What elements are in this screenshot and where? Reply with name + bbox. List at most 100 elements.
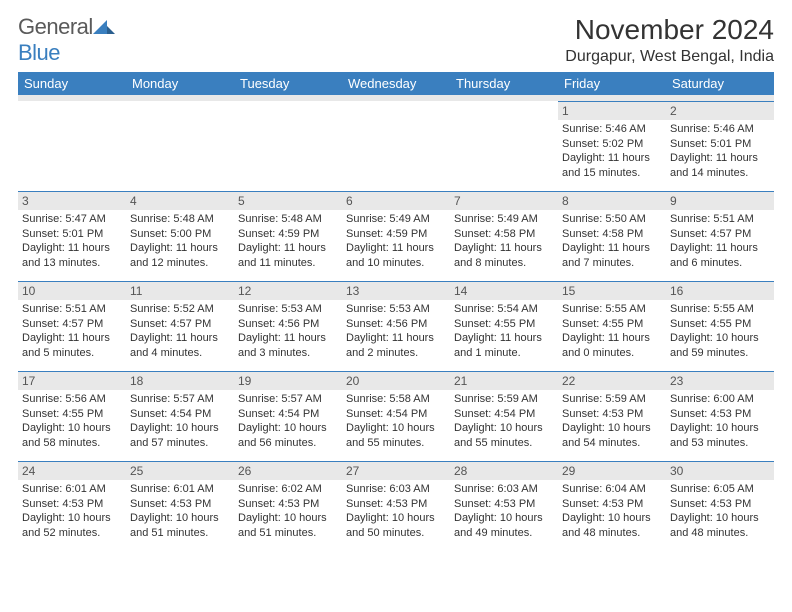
day-cell: 14 Sunrise: 5:54 AMSunset: 4:55 PMDayligh… [450,281,558,371]
sunset-line: Sunset: 4:54 PM [130,407,230,422]
day-details: Sunrise: 5:49 AMSunset: 4:59 PMDaylight:… [346,212,446,271]
daylight-line: Daylight: 11 hours and 13 minutes. [22,241,122,271]
sunrise-line: Sunrise: 5:48 AM [238,212,338,227]
day-cell: 4Sunrise: 5:48 AMSunset: 5:00 PMDaylight… [126,191,234,281]
day-number: 14 [450,282,558,300]
sunset-line: Sunset: 4:57 PM [22,317,122,332]
sunset-line: Sunset: 4:54 PM [238,407,338,422]
daylight-line: Daylight: 11 hours and 8 minutes. [454,241,554,271]
sunset-line: Sunset: 5:00 PM [130,227,230,242]
daylight-line: Daylight: 10 hours and 57 minutes. [130,421,230,451]
day-cell: 13Sunrise: 5:53 AMSunset: 4:56 PMDayligh… [342,281,450,371]
daylight-line: Daylight: 11 hours and 10 minutes. [346,241,446,271]
day-header: Saturday [666,72,774,95]
brand-gray: General [18,14,93,39]
daylight-line: Daylight: 10 hours and 56 minutes. [238,421,338,451]
calendar-body: 1Sunrise: 5:46 AMSunset: 5:02 PMDaylight… [18,95,774,551]
day-details: Sunrise: 5:59 AMSunset: 4:53 PMDaylight:… [562,392,662,451]
day-number: 26 [234,462,342,480]
day-cell: 10Sunrise: 5:51 AMSunset: 4:57 PMDayligh… [18,281,126,371]
day-number: 25 [126,462,234,480]
sunrise-line: Sunrise: 5:50 AM [562,212,662,227]
sunset-line: Sunset: 4:59 PM [238,227,338,242]
sunset-line: Sunset: 4:55 PM [670,317,770,332]
day-number: 29 [558,462,666,480]
daylight-line: Daylight: 10 hours and 55 minutes. [346,421,446,451]
sunrise-line: Sunrise: 6:02 AM [238,482,338,497]
day-details: Sunrise: 5:55 AMSunset: 4:55 PMDaylight:… [670,302,770,361]
day-cell: 29Sunrise: 6:04 AMSunset: 4:53 PMDayligh… [558,461,666,551]
empty-cell [18,101,126,191]
week-row: 17Sunrise: 5:56 AMSunset: 4:55 PMDayligh… [18,371,774,461]
sunset-line: Sunset: 4:53 PM [670,407,770,422]
daylight-line: Daylight: 11 hours and 11 minutes. [238,241,338,271]
day-cell: 17Sunrise: 5:56 AMSunset: 4:55 PMDayligh… [18,371,126,461]
day-cell: 24Sunrise: 6:01 AMSunset: 4:53 PMDayligh… [18,461,126,551]
daylight-line: Daylight: 10 hours and 54 minutes. [562,421,662,451]
sunset-line: Sunset: 4:59 PM [346,227,446,242]
day-number: 22 [558,372,666,390]
day-details: Sunrise: 6:01 AMSunset: 4:53 PMDaylight:… [22,482,122,541]
sunset-line: Sunset: 4:53 PM [670,497,770,512]
day-cell: 16 Sunrise: 5:55 AMSunset: 4:55 PMDayligh… [666,281,774,371]
sunrise-line: Sunrise: 5:49 AM [454,212,554,227]
day-details: Sunrise: 6:03 AMSunset: 4:53 PMDaylight:… [454,482,554,541]
empty-cell [450,101,558,191]
day-details: Sunrise: 5:53 AMSunset: 4:56 PMDaylight:… [346,302,446,361]
day-cell: 8Sunrise: 5:50 AMSunset: 4:58 PMDaylight… [558,191,666,281]
sunset-line: Sunset: 4:56 PM [346,317,446,332]
sunset-line: Sunset: 4:53 PM [130,497,230,512]
sunrise-line: Sunrise: 5:46 AM [670,122,770,137]
logo-triangle-icon [93,14,115,40]
day-cell: 22 Sunrise: 5:59 AMSunset: 4:53 PMDayligh… [558,371,666,461]
daylight-line: Daylight: 10 hours and 58 minutes. [22,421,122,451]
day-details: Sunrise: 6:00 AMSunset: 4:53 PMDaylight:… [670,392,770,451]
day-number: 16 [666,282,774,300]
sunrise-line: Sunrise: 6:01 AM [130,482,230,497]
daylight-line: Daylight: 11 hours and 6 minutes. [670,241,770,271]
sunrise-line: Sunrise: 6:03 AM [454,482,554,497]
day-number: 1 [558,102,666,120]
daylight-line: Daylight: 11 hours and 7 minutes. [562,241,662,271]
sunrise-line: Sunrise: 5:55 AM [562,302,662,317]
day-number: 17 [18,372,126,390]
day-cell: 6Sunrise: 5:49 AMSunset: 4:59 PMDaylight… [342,191,450,281]
sunset-line: Sunset: 4:54 PM [454,407,554,422]
day-number: 2 [666,102,774,120]
day-cell: 27Sunrise: 6:03 AMSunset: 4:53 PMDayligh… [342,461,450,551]
day-cell: 9Sunrise: 5:51 AMSunset: 4:57 PMDaylight… [666,191,774,281]
week-row: 10Sunrise: 5:51 AMSunset: 4:57 PMDayligh… [18,281,774,371]
daylight-line: Daylight: 11 hours and 14 minutes. [670,151,770,181]
sunset-line: Sunset: 4:53 PM [562,407,662,422]
sunrise-line: Sunrise: 5:46 AM [562,122,662,137]
daylight-line: Daylight: 10 hours and 52 minutes. [22,511,122,541]
daylight-line: Daylight: 10 hours and 51 minutes. [238,511,338,541]
sunset-line: Sunset: 4:53 PM [238,497,338,512]
day-details: Sunrise: 6:03 AMSunset: 4:53 PMDaylight:… [346,482,446,541]
day-details: Sunrise: 5:50 AMSunset: 4:58 PMDaylight:… [562,212,662,271]
day-details: Sunrise: 5:58 AMSunset: 4:54 PMDaylight:… [346,392,446,451]
day-details: Sunrise: 5:52 AMSunset: 4:57 PMDaylight:… [130,302,230,361]
empty-cell [342,101,450,191]
sunrise-line: Sunrise: 5:58 AM [346,392,446,407]
week-row: 1Sunrise: 5:46 AMSunset: 5:02 PMDaylight… [18,101,774,191]
day-number: 20 [342,372,450,390]
day-cell: 12Sunrise: 5:53 AMSunset: 4:56 PMDayligh… [234,281,342,371]
week-row: 3Sunrise: 5:47 AMSunset: 5:01 PMDaylight… [18,191,774,281]
day-header: Tuesday [234,72,342,95]
daylight-line: Daylight: 10 hours and 59 minutes. [670,331,770,361]
day-details: Sunrise: 5:48 AMSunset: 4:59 PMDaylight:… [238,212,338,271]
day-number: 7 [450,192,558,210]
day-cell: 2Sunrise: 5:46 AMSunset: 5:01 PMDaylight… [666,101,774,191]
day-details: Sunrise: 5:54 AMSunset: 4:55 PMDaylight:… [454,302,554,361]
sunset-line: Sunset: 4:55 PM [22,407,122,422]
sunset-line: Sunset: 4:58 PM [454,227,554,242]
sunrise-line: Sunrise: 5:57 AM [238,392,338,407]
empty-cell [234,101,342,191]
sunrise-line: Sunrise: 6:05 AM [670,482,770,497]
daylight-line: Daylight: 11 hours and 15 minutes. [562,151,662,181]
day-number: 19 [234,372,342,390]
day-number: 11 [126,282,234,300]
brand-blue: Blue [18,40,60,65]
day-header: Thursday [450,72,558,95]
